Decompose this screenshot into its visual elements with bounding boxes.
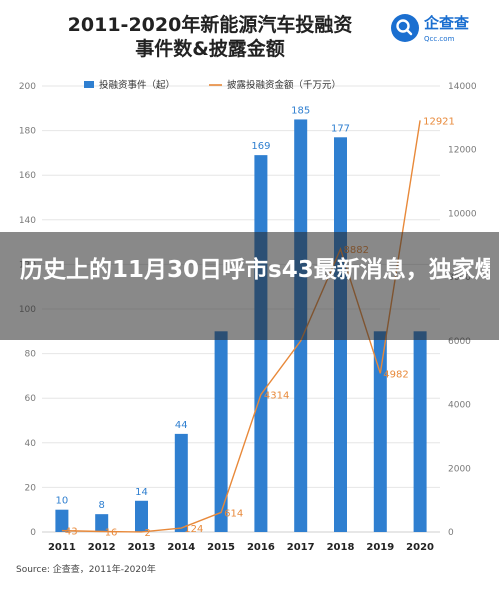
- line-value-label: 2: [145, 528, 151, 539]
- source-note: Source: 企查查，2011年-2020年: [16, 563, 156, 575]
- bar: [135, 500, 148, 532]
- x-tick-label: 2016: [247, 542, 275, 553]
- left-axis-tick-label: 20: [25, 483, 37, 493]
- brand-logo: 企查查 Qcc.com: [391, 14, 470, 43]
- line-value-label: 614: [224, 508, 243, 519]
- x-tick-label: 2013: [128, 542, 156, 553]
- right-axis-tick-label: 12000: [448, 146, 477, 156]
- line-value-label: 4314: [264, 391, 289, 402]
- left-axis-tick-label: 60: [25, 394, 37, 404]
- bar-value-label: 185: [291, 105, 310, 116]
- brand-url: Qcc.com: [424, 35, 455, 43]
- bar: [413, 331, 427, 532]
- x-axis-ticks: 2011 2012 2013 2014 2015 2016 2017 2018 2019 2020: [48, 542, 434, 553]
- logo-badge-icon: [391, 14, 419, 42]
- bar: [214, 331, 228, 532]
- left-axis-tick-label: 80: [25, 350, 37, 360]
- line-value-label: 12921: [423, 116, 455, 127]
- line-value-label: 4982: [383, 369, 408, 380]
- bar: [254, 155, 268, 532]
- right-axis-tick-label: 2000: [448, 464, 471, 474]
- bar-value-label: 44: [175, 420, 188, 431]
- left-axis-tick-label: 160: [19, 171, 36, 181]
- left-axis-tick-label: 180: [19, 127, 36, 137]
- bar-value-label: 10: [56, 496, 69, 507]
- right-axis-tick-label: 14000: [448, 82, 477, 92]
- magnifier-icon: [396, 19, 410, 33]
- bar-value-label: 8: [99, 500, 105, 511]
- x-tick-label: 2020: [406, 542, 434, 553]
- bar-value-label: 169: [251, 141, 270, 152]
- left-axis-tick-label: 140: [19, 216, 36, 226]
- bar-value-label: 177: [331, 123, 350, 134]
- headline-overlay: 历史上的11月30日呼市s43最新消息，独家爆料历史上的11: [0, 232, 499, 340]
- right-axis-tick-label: 0: [448, 528, 454, 538]
- left-axis-tick-label: 40: [25, 439, 37, 449]
- x-tick-label: 2012: [88, 542, 116, 553]
- line-value-label: 124: [184, 524, 203, 535]
- legend-line-label: 披露投融资金额（千万元）: [227, 79, 341, 91]
- grid-lines: [42, 85, 440, 533]
- right-axis-tick-label: 4000: [448, 401, 471, 411]
- line-value-label: 43: [65, 527, 78, 538]
- legend-bar-label: 投融资事件（起）: [99, 79, 175, 91]
- x-tick-label: 2018: [327, 542, 355, 553]
- x-tick-label: 2015: [207, 542, 235, 553]
- x-tick-label: 2011: [48, 542, 76, 553]
- x-tick-label: 2019: [366, 542, 394, 553]
- left-axis-tick-label: 200: [19, 82, 36, 92]
- headline-text: 历史上的11月30日呼市s43最新消息，独家爆料历史上的11: [20, 257, 490, 283]
- x-tick-label: 2017: [287, 542, 315, 553]
- bar: [95, 514, 109, 532]
- line-value-label: 16: [105, 527, 118, 538]
- right-axis-tick-label: 10000: [448, 209, 477, 219]
- legend-bar-swatch: [84, 81, 94, 88]
- bar: [174, 433, 188, 532]
- bar: [55, 509, 69, 532]
- left-axis-tick-label: 0: [30, 528, 36, 538]
- bar-value-label: 14: [135, 487, 148, 498]
- bar: [373, 331, 387, 532]
- x-tick-label: 2014: [167, 542, 195, 553]
- legend: 投融资事件（起） 披露投融资金额（千万元）: [84, 79, 341, 91]
- brand-name: 企查查: [423, 14, 470, 32]
- right-axis-tick-label: 6000: [448, 337, 471, 347]
- chart-title: 2011-2020年新能源汽车投融资事件数&披露金额: [68, 13, 353, 60]
